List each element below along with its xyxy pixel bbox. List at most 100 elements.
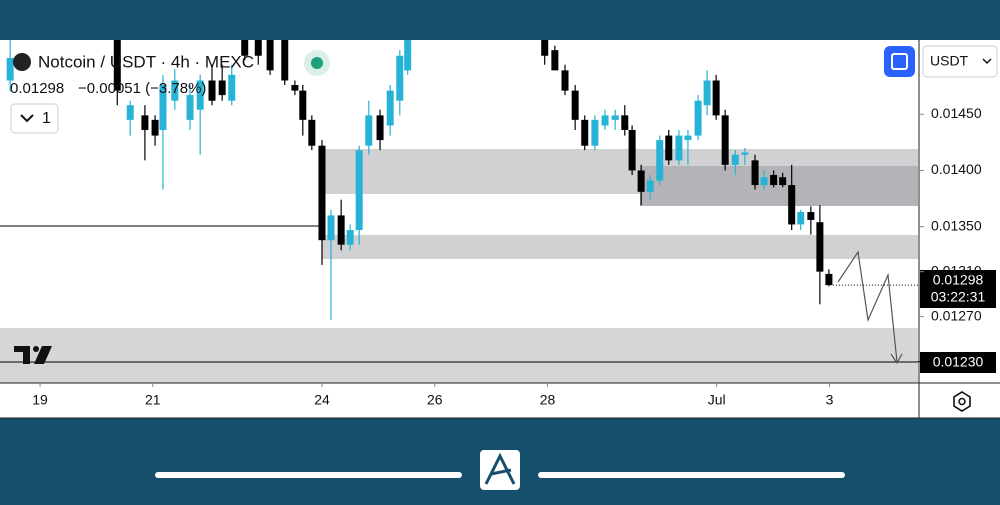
candle-body bbox=[218, 80, 226, 96]
coin-icon bbox=[13, 53, 31, 71]
indicator-count: 1 bbox=[42, 110, 51, 127]
nav-line bbox=[155, 472, 462, 478]
zone bbox=[322, 235, 918, 259]
x-tick-label: 21 bbox=[145, 392, 161, 408]
candle-body bbox=[159, 84, 167, 130]
candle-body bbox=[751, 160, 759, 186]
candle-body bbox=[141, 115, 149, 130]
y-tick-label: 0.01350 bbox=[931, 217, 982, 233]
price-line-box bbox=[920, 352, 996, 373]
candle-body bbox=[611, 115, 619, 120]
fullscreen-button[interactable] bbox=[884, 46, 915, 77]
candle-body bbox=[601, 115, 609, 126]
price-line-label: 0.01230 bbox=[933, 354, 984, 370]
candle-body bbox=[571, 90, 579, 120]
candle-body bbox=[346, 230, 354, 245]
header-price: 0.01298 bbox=[10, 80, 64, 97]
candle-body bbox=[337, 215, 345, 245]
indicator-toggle[interactable] bbox=[10, 103, 59, 134]
candle-body bbox=[355, 150, 363, 231]
zone bbox=[640, 166, 918, 206]
candle-body bbox=[816, 222, 824, 272]
candle-body bbox=[628, 129, 636, 171]
candle-body bbox=[376, 115, 384, 141]
nav-line bbox=[538, 472, 845, 478]
candle-body bbox=[797, 212, 805, 225]
candle-body bbox=[365, 115, 373, 146]
candle-body bbox=[281, 40, 289, 81]
y-tick-label: 0.01310 bbox=[931, 262, 982, 278]
candle-body bbox=[126, 105, 134, 120]
candle-body bbox=[665, 135, 673, 161]
y-tick-label: 0.01400 bbox=[931, 161, 982, 177]
candle-body bbox=[741, 152, 749, 155]
candle-body bbox=[299, 90, 307, 120]
candle-body bbox=[254, 40, 262, 56]
candle-body bbox=[684, 135, 692, 141]
candle-body bbox=[541, 40, 549, 56]
candles bbox=[6, 40, 833, 321]
candle-body bbox=[825, 273, 833, 286]
candle-body bbox=[308, 119, 316, 146]
candle-body bbox=[318, 145, 326, 241]
candle-body bbox=[396, 55, 404, 101]
currency-select[interactable] bbox=[922, 45, 998, 78]
arrow-head bbox=[890, 353, 903, 365]
countdown: 03:22:31 bbox=[931, 289, 986, 305]
candle-body bbox=[656, 140, 664, 181]
projection-arrow bbox=[837, 250, 898, 363]
candle-body bbox=[404, 40, 412, 71]
x-tick-label: 24 bbox=[314, 392, 330, 408]
last-price: 0.01298 bbox=[933, 272, 984, 288]
candle-body bbox=[171, 80, 179, 101]
candle-body bbox=[151, 119, 159, 136]
settings-icon bbox=[958, 397, 966, 406]
candle-body bbox=[591, 119, 599, 146]
candle-body bbox=[186, 95, 194, 120]
candle-body bbox=[646, 180, 654, 192]
candle-body bbox=[675, 135, 683, 161]
candle-body bbox=[196, 80, 204, 110]
fullscreen-icon bbox=[891, 53, 908, 70]
candle-body bbox=[291, 84, 299, 91]
candle-body bbox=[694, 100, 702, 136]
logo bbox=[33, 346, 39, 352]
candle-body bbox=[721, 115, 729, 165]
candle-body bbox=[581, 119, 589, 146]
candle-body bbox=[637, 170, 645, 192]
candle-body bbox=[770, 174, 778, 186]
candle-body bbox=[266, 40, 274, 71]
brand-mark bbox=[484, 452, 516, 485]
candle-body bbox=[779, 177, 787, 186]
candle-body bbox=[386, 90, 394, 126]
chevron bbox=[20, 114, 34, 123]
zone bbox=[0, 328, 918, 383]
candle-body bbox=[807, 212, 815, 220]
x-tick-label: 3 bbox=[826, 392, 834, 408]
header-change: −0.00051 (−3.78%) bbox=[78, 80, 206, 97]
settings-button[interactable] bbox=[953, 391, 971, 412]
x-tick-label: Jul bbox=[708, 392, 726, 408]
logo bbox=[14, 346, 52, 364]
x-tick-label: 26 bbox=[427, 392, 443, 408]
candle-body bbox=[551, 50, 559, 71]
candle-body bbox=[760, 177, 768, 186]
candle-body bbox=[788, 185, 796, 225]
candle-body bbox=[703, 80, 711, 106]
candle-body bbox=[712, 80, 720, 116]
top-bar bbox=[0, 0, 1000, 40]
candle-body bbox=[208, 80, 216, 101]
y-tick-label: 0.01450 bbox=[931, 105, 982, 121]
brand-logo bbox=[480, 450, 520, 490]
chart-title: Notcoin / USDT · 4h · MEXC bbox=[38, 52, 254, 71]
last-price-box bbox=[920, 270, 996, 308]
candle-body bbox=[228, 74, 236, 101]
x-tick-label: 19 bbox=[32, 392, 48, 408]
x-tick-label: 28 bbox=[540, 392, 556, 408]
candle-body bbox=[6, 57, 14, 81]
status-dot bbox=[311, 57, 323, 69]
chevron bbox=[982, 58, 992, 65]
candle-body bbox=[561, 70, 569, 91]
